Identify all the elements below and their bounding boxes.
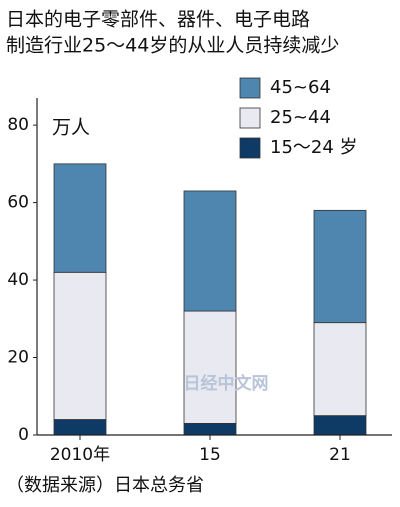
chart-title-line: 制造行业25～44岁的从业人员持续减少 — [6, 35, 339, 57]
source: （数据来源）日本总务省 — [6, 475, 204, 496]
legend-label: 15～24 岁 — [270, 137, 358, 158]
bar-segment — [183, 190, 237, 312]
y-tick-label: 40 — [7, 270, 29, 290]
bar-segment — [313, 209, 367, 324]
bar-segment — [313, 322, 367, 417]
bar-segment — [53, 271, 107, 420]
bar-segment — [53, 419, 107, 436]
x-tick-label: 2010年 — [50, 445, 110, 465]
x-tick-label: 15 — [199, 445, 221, 465]
legend-swatch — [239, 137, 261, 159]
y-tick-label: 0 — [18, 425, 29, 445]
y-tick-label: 60 — [7, 193, 29, 213]
legend-label: 25~44 — [270, 107, 331, 128]
bar-segment — [183, 310, 237, 424]
legend-swatch — [239, 107, 261, 129]
x-tick-label: 21 — [329, 445, 351, 465]
chart-title-line: 日本的电子零部件、器件、电子电路 — [6, 9, 310, 31]
legend-swatch — [239, 77, 261, 99]
bar-segment — [53, 163, 107, 273]
y-tick-label: 20 — [7, 348, 29, 368]
watermark: 日经中文网 — [184, 373, 269, 394]
unit-label: 万人 — [52, 117, 90, 139]
bar-segment — [183, 422, 237, 436]
bar-segment — [313, 415, 367, 436]
legend-label: 45~64 — [270, 77, 331, 98]
y-tick-label: 80 — [7, 115, 29, 135]
